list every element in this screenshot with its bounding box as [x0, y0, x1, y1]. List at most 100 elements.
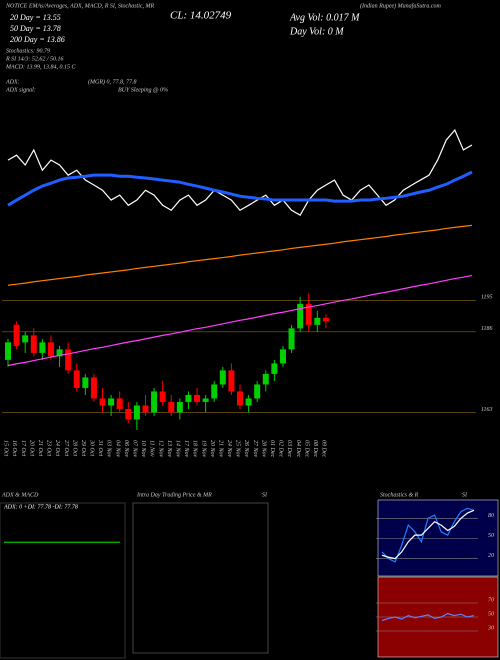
x-tick-label: 09 Dec	[321, 440, 327, 457]
adx-signal: ADX signal:	[5, 87, 36, 93]
candle-body	[254, 384, 261, 399]
x-tick-label: 17 Oct	[20, 440, 26, 456]
series-line	[7, 170, 473, 207]
y-tick-label: 1195	[481, 295, 493, 301]
buy-text: BUY Sleeping @ 0%	[118, 87, 168, 93]
topline: NOTICE EMAs/Averages, ADX, MACD, R SI, S…	[5, 3, 155, 9]
candle-body	[142, 405, 149, 413]
candle-body	[151, 391, 158, 413]
candle-body	[116, 398, 123, 409]
x-tick-label: 12 Nov	[157, 440, 163, 458]
series-line	[381, 509, 475, 560]
x-tick-label: 03 Nov	[106, 440, 112, 458]
x-tick-label: 24 Nov	[226, 440, 233, 458]
x-tick-label: 13 Nov	[166, 440, 172, 458]
x-tick-label: 06 Nov	[123, 440, 129, 458]
y-tick-label: 80	[488, 513, 494, 519]
x-tick-label: 04 Dec	[295, 440, 302, 457]
candle-body	[305, 303, 312, 325]
y-tick-label: 30	[487, 625, 494, 631]
close-text: CL: 14.02749	[170, 10, 232, 22]
candle-body	[39, 342, 46, 353]
x-tick-label: 24 Oct	[54, 440, 61, 456]
x-tick-label: 31 Oct	[97, 439, 103, 456]
candle-body	[185, 394, 192, 402]
x-tick-label: 28 Nov	[260, 440, 266, 458]
y-tick-label: 20	[488, 553, 494, 559]
x-tick-label: 04 Nov	[114, 440, 121, 458]
x-tick-label: 07 Nov	[132, 440, 138, 458]
series-line	[7, 128, 473, 216]
x-tick-label: 19 Nov	[200, 440, 206, 458]
y-tick-label: 70	[488, 597, 494, 603]
candle-body	[133, 405, 140, 420]
x-tick-label: 27 Nov	[252, 440, 258, 458]
x-tick-label: 03 Dec	[286, 440, 292, 457]
x-tick-label: 15 Oct	[3, 440, 9, 456]
x-tick-label: 26 Nov	[243, 440, 249, 458]
ma50: 50 Day = 13.78	[10, 24, 61, 33]
mgr: (MGR) 0, 77.8, 77.8	[88, 78, 137, 85]
candle-body	[108, 398, 115, 406]
x-tick-label: 25 Nov	[235, 440, 241, 458]
candle-body	[5, 342, 11, 360]
candle-body	[159, 391, 166, 402]
rsi-text: R SI 14/3: 52.62 / 50.16	[5, 55, 64, 62]
stoch-title2: SI	[462, 492, 468, 498]
ma200: 200 Day = 13.86	[10, 35, 65, 44]
candle-body	[279, 349, 286, 364]
x-tick-label: 16 Oct	[11, 440, 17, 456]
candle-body	[47, 342, 54, 357]
candle-body	[322, 317, 329, 322]
candle-body	[271, 363, 278, 374]
candle-body	[22, 335, 29, 343]
x-tick-label: 14 Nov	[174, 440, 181, 458]
x-tick-label: 20 Oct	[28, 440, 34, 456]
x-tick-label: 05 Dec	[303, 440, 309, 457]
candle-body	[194, 394, 201, 402]
series-line	[7, 224, 473, 286]
intraday-title: Intra Day Trading Price & MR	[136, 492, 212, 498]
x-tick-label: 02 Dec	[278, 440, 284, 457]
candle-body	[228, 370, 235, 392]
x-tick-label: 21 Oct	[37, 440, 43, 456]
x-tick-label: 17 Nov	[183, 440, 189, 458]
adx-panel	[0, 502, 126, 659]
ma20: 20 Day = 13.55	[10, 13, 61, 22]
x-tick-label: 28 Oct	[71, 440, 77, 456]
candle-body	[56, 349, 63, 357]
day-vol: Day Vol: 0 M	[289, 26, 344, 37]
x-tick-label: 29 Oct	[80, 440, 86, 456]
candle-body	[314, 317, 321, 325]
candle-body	[237, 391, 243, 406]
candle-body	[262, 373, 269, 385]
candle-body	[65, 349, 72, 371]
adx-values: ADX: 0 +DI: 77.78 -DI: 77.78	[3, 504, 78, 510]
candle-body	[30, 335, 37, 353]
x-tick-label: 20 Nov	[209, 440, 215, 458]
stoch-panel	[377, 499, 499, 577]
candle-body	[90, 377, 97, 399]
x-tick-label: 11 Nov	[149, 440, 155, 457]
candle-body	[125, 408, 132, 420]
series-line	[381, 612, 475, 622]
si-title: SI	[262, 492, 268, 498]
intraday-panel	[132, 502, 269, 654]
candle-body	[73, 370, 80, 388]
x-tick-label: 01 Dec	[269, 440, 275, 457]
candle-body	[202, 398, 209, 402]
x-tick-label: 27 Oct	[63, 440, 69, 456]
y-tick-label: 50	[488, 533, 494, 539]
adx-label: ADX:	[5, 79, 20, 85]
candle-body	[168, 401, 175, 413]
avg-vol: Avg Vol: 0.017 M	[289, 12, 360, 23]
x-tick-label: 21 Nov	[217, 440, 223, 458]
candle-body	[245, 398, 252, 406]
candle-body	[211, 384, 218, 399]
x-tick-label: 23 Oct	[46, 440, 52, 456]
x-tick-label: 08 Dec	[312, 440, 318, 457]
source: (Indian Rupee) MunafaSutra.com	[360, 2, 441, 9]
candle-body	[297, 303, 304, 329]
candle-body	[288, 328, 295, 350]
